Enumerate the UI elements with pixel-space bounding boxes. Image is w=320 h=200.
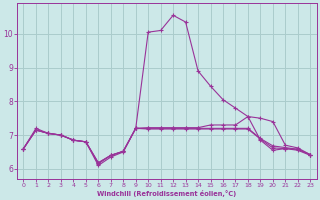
X-axis label: Windchill (Refroidissement éolien,°C): Windchill (Refroidissement éolien,°C) xyxy=(97,190,236,197)
